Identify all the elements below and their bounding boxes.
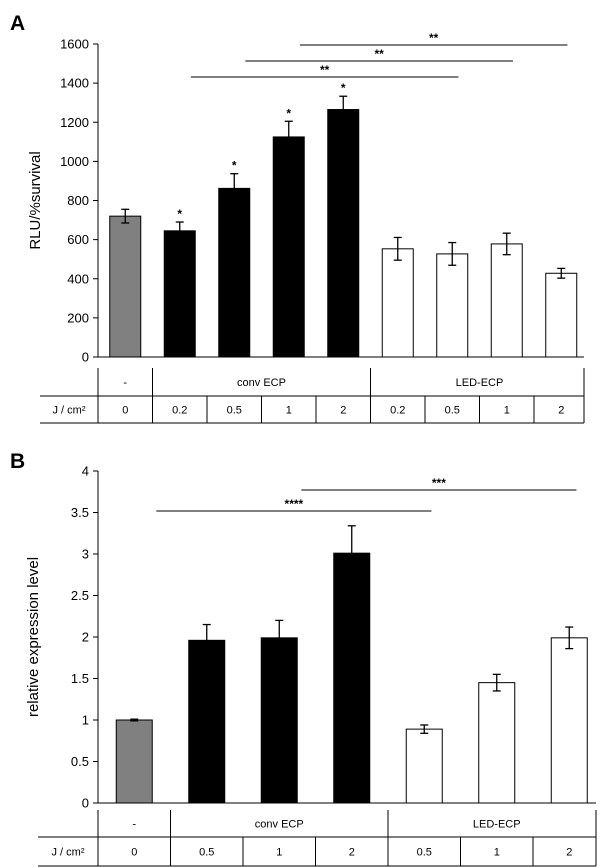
panel-a-bar <box>381 248 414 358</box>
panel-b-table-group-label: LED-ECP <box>473 819 521 831</box>
panel-b-table-dose-cell: 2 <box>349 847 355 859</box>
panel-a-y-tick-label: 800 <box>67 193 89 208</box>
panel-a-y-tick-label: 400 <box>67 271 89 286</box>
panel-b-y-tick-label: 2.5 <box>71 588 89 603</box>
panel-b-y-tick-label: 2 <box>82 630 89 645</box>
panel-a-y-axis-label: RLU/%survival <box>27 151 44 249</box>
panel-a-table-row-header: J / cm² <box>53 405 86 417</box>
panel-a-bar <box>163 230 196 358</box>
panel-b-y-tick-label: 1 <box>82 713 89 728</box>
panel-a-table-dose-cell: 2 <box>340 405 346 417</box>
panel-b-y-tick-label: 0 <box>82 796 89 811</box>
panel-a-y-tick-label: 1200 <box>60 115 89 130</box>
panel-a-bar <box>109 215 142 358</box>
panel-a-bar-significance: * <box>177 207 182 221</box>
panel-b-bar <box>550 637 588 804</box>
panel-a-y-tick-label: 0 <box>82 350 89 365</box>
panel-b-bracket-label: *** <box>432 476 446 490</box>
panel-b-bar <box>260 637 298 804</box>
panel-b-table-row-header: J / cm² <box>52 847 85 859</box>
panel-b-y-tick-label: 0.5 <box>71 754 89 769</box>
panel-a-table-group-label: - <box>123 377 127 389</box>
panel-a-bar <box>545 272 578 358</box>
panel-a-table-dose-cell: 0.2 <box>390 405 405 417</box>
panel-a-table-group-label: LED-ECP <box>456 377 504 389</box>
panel-a-table-dose-cell: 0.2 <box>172 405 187 417</box>
panel-a-bar <box>218 187 251 358</box>
panel-b-bar <box>405 728 443 804</box>
panel-a-table-dose-cell: 0 <box>122 405 128 417</box>
panel-b-table-dose-cell: 0 <box>131 847 137 859</box>
panel-a-y-tick-label: 600 <box>67 232 89 247</box>
panel-b-bar <box>478 682 516 804</box>
panel-b-y-tick-label: 3 <box>82 547 89 562</box>
panel-a-table-dose-cell: 0.5 <box>227 405 242 417</box>
panel-a-bar-significance: * <box>232 159 237 173</box>
panel-b-y-tick-label: 1.5 <box>71 671 89 686</box>
panel-a-table-dose-cell: 0.5 <box>445 405 460 417</box>
panel-a-bar <box>272 136 305 358</box>
panel-b-bracket-label: **** <box>285 497 304 511</box>
panel-a-table-group-label: conv ECP <box>237 377 286 389</box>
panel-a-y-tick-label: 200 <box>67 310 89 325</box>
panel-b-y-tick-label: 3.5 <box>71 505 89 520</box>
panel-a-bar <box>327 109 360 358</box>
panel-a-y-tick-label: 1600 <box>60 37 89 52</box>
panel-b-table-dose-cell: 1 <box>276 847 282 859</box>
panel-b-table-dose-cell: 0.5 <box>199 847 214 859</box>
panel-b-bar <box>188 639 226 804</box>
panel-a-table-dose-cell: 2 <box>558 405 564 417</box>
panel-b-table-dose-cell: 1 <box>494 847 500 859</box>
panel-a-bar <box>490 243 523 358</box>
panel-b-bar <box>333 552 371 804</box>
panel-a-bracket-label: ** <box>320 63 330 77</box>
panel-a-y-tick-label: 1000 <box>60 154 89 169</box>
panel-b-table-group-label: - <box>132 819 136 831</box>
panel-a-table-dose-cell: 1 <box>504 405 510 417</box>
panel-a-bar-significance: * <box>286 106 291 120</box>
panel-b-y-tick-label: 4 <box>82 464 89 479</box>
panel-a-bar-significance: * <box>341 81 346 95</box>
panel-b-table-dose-cell: 2 <box>566 847 572 859</box>
panel-a-bracket-label: ** <box>374 47 384 61</box>
panel-a-y-tick-label: 1400 <box>60 76 89 91</box>
panel-b-table-dose-cell: 0.5 <box>417 847 432 859</box>
panel-letter-a: A <box>10 12 25 35</box>
panel-a-bar <box>436 253 469 358</box>
chart-marks: 02004006008001000120014001600RLU/%surviv… <box>25 31 597 867</box>
panel-b-y-axis-label: relative expression level <box>25 557 42 717</box>
panel-letter-b: B <box>10 450 25 473</box>
panel-a-bracket-label: ** <box>429 31 439 45</box>
panel-a-table-dose-cell: 1 <box>286 405 292 417</box>
panel-b-table-group-label: conv ECP <box>255 819 304 831</box>
panel-b-bar <box>115 719 153 804</box>
